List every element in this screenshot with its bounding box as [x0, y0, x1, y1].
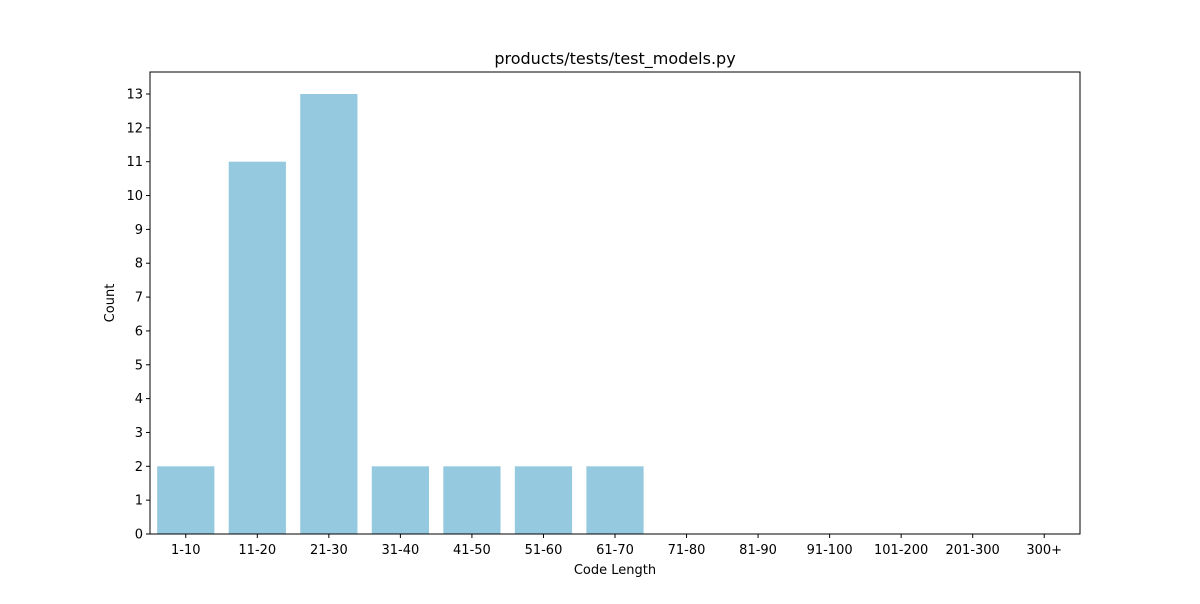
- x-tick-label: 71-80: [668, 543, 706, 558]
- y-tick-label: 2: [135, 460, 143, 475]
- x-tick-label: 11-20: [238, 543, 276, 558]
- bar-1-10: [157, 466, 215, 534]
- bar-51-60: [514, 466, 573, 534]
- x-tick-label: 201-300: [946, 543, 1000, 558]
- y-tick-label: 7: [135, 291, 143, 306]
- x-tick-label: 101-200: [874, 543, 928, 558]
- bar-21-30: [300, 94, 358, 534]
- bar-31-40: [371, 466, 429, 534]
- x-tick-label: 51-60: [525, 543, 563, 558]
- y-tick-label: 12: [126, 121, 143, 136]
- y-tick-label: 1: [135, 494, 143, 509]
- x-tick-label: 1-10: [171, 543, 201, 558]
- bar-61-70: [586, 466, 644, 534]
- y-tick-label: 4: [135, 392, 143, 407]
- y-tick-label: 13: [126, 88, 143, 103]
- x-tick-label: 61-70: [596, 543, 634, 558]
- y-tick-label: 6: [135, 324, 143, 339]
- y-tick-label: 3: [135, 426, 143, 441]
- y-tick-label: 10: [126, 189, 143, 204]
- bar-11-20: [228, 161, 286, 534]
- y-tick-label: 8: [135, 257, 143, 272]
- x-tick-label: 21-30: [310, 543, 348, 558]
- y-tick-label: 11: [126, 155, 143, 170]
- x-axis: 1-10 11-20 21-30 31-40 41-50 51-60 61-70 71-80 8…: [171, 534, 1062, 558]
- y-tick-label: 5: [135, 358, 143, 373]
- x-tick-label: 300+: [1026, 543, 1062, 558]
- y-tick-label: 9: [135, 223, 143, 238]
- x-tick-label: 81-90: [739, 543, 777, 558]
- x-axis-label: Code Length: [574, 563, 656, 578]
- x-tick-label: 41-50: [453, 543, 491, 558]
- chart-title: products/tests/test_models.py: [494, 49, 735, 69]
- x-tick-label: 91-100: [807, 543, 853, 558]
- y-tick-label: 0: [135, 528, 143, 543]
- bars-group: [157, 94, 644, 534]
- x-tick-label: 31-40: [381, 543, 419, 558]
- y-axis-label: Count: [103, 284, 118, 323]
- bar-41-50: [443, 466, 501, 534]
- plot-frame: [149, 71, 1081, 535]
